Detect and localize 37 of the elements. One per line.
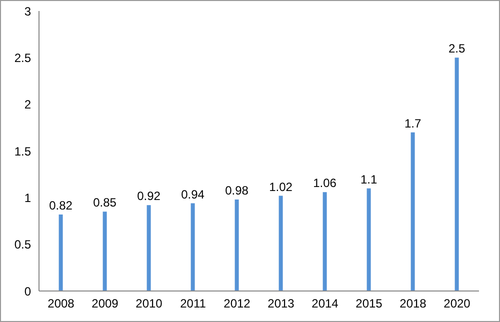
x-tick-label: 2014 (312, 296, 339, 311)
y-tick-label: 0 (24, 284, 32, 298)
bar (102, 212, 107, 291)
x-tick-label: 2011 (180, 296, 206, 311)
bar (322, 192, 327, 291)
bar (58, 214, 63, 291)
data-label: 1.06 (313, 176, 337, 190)
x-tick-label: 2013 (268, 296, 295, 311)
y-tick-label: 1 (24, 190, 32, 205)
y-tick-label: 2 (24, 98, 32, 112)
data-label: 1.1 (360, 172, 378, 186)
y-tick-label: 0.5 (14, 238, 32, 252)
y-tick-label: 3 (24, 4, 32, 18)
data-label: 2.5 (448, 42, 466, 56)
data-label: 0.85 (93, 196, 117, 210)
x-tick-label: 2009 (92, 296, 119, 311)
y-tick-label: 1.5 (14, 144, 32, 158)
data-label: 0.82 (49, 198, 73, 212)
bar (190, 203, 195, 291)
x-tick-label: 2012 (224, 296, 251, 311)
x-tick-label: 2018 (400, 296, 427, 311)
bar (410, 132, 415, 291)
data-label: 0.94 (181, 187, 205, 202)
bar (234, 200, 239, 291)
data-label: 1.7 (404, 116, 422, 130)
x-tick-label: 2010 (136, 296, 163, 311)
x-tick-label: 2015 (356, 296, 383, 311)
bar (278, 196, 283, 291)
x-tick-label: 2008 (48, 296, 75, 311)
data-label: 0.92 (137, 189, 161, 204)
y-tick-label: 2.5 (14, 50, 32, 65)
data-label: 1.02 (269, 180, 293, 194)
data-label: 0.98 (225, 184, 249, 198)
bar (366, 188, 371, 291)
x-tick-label: 2020 (444, 296, 471, 311)
bar (146, 205, 151, 291)
bar (454, 58, 459, 291)
